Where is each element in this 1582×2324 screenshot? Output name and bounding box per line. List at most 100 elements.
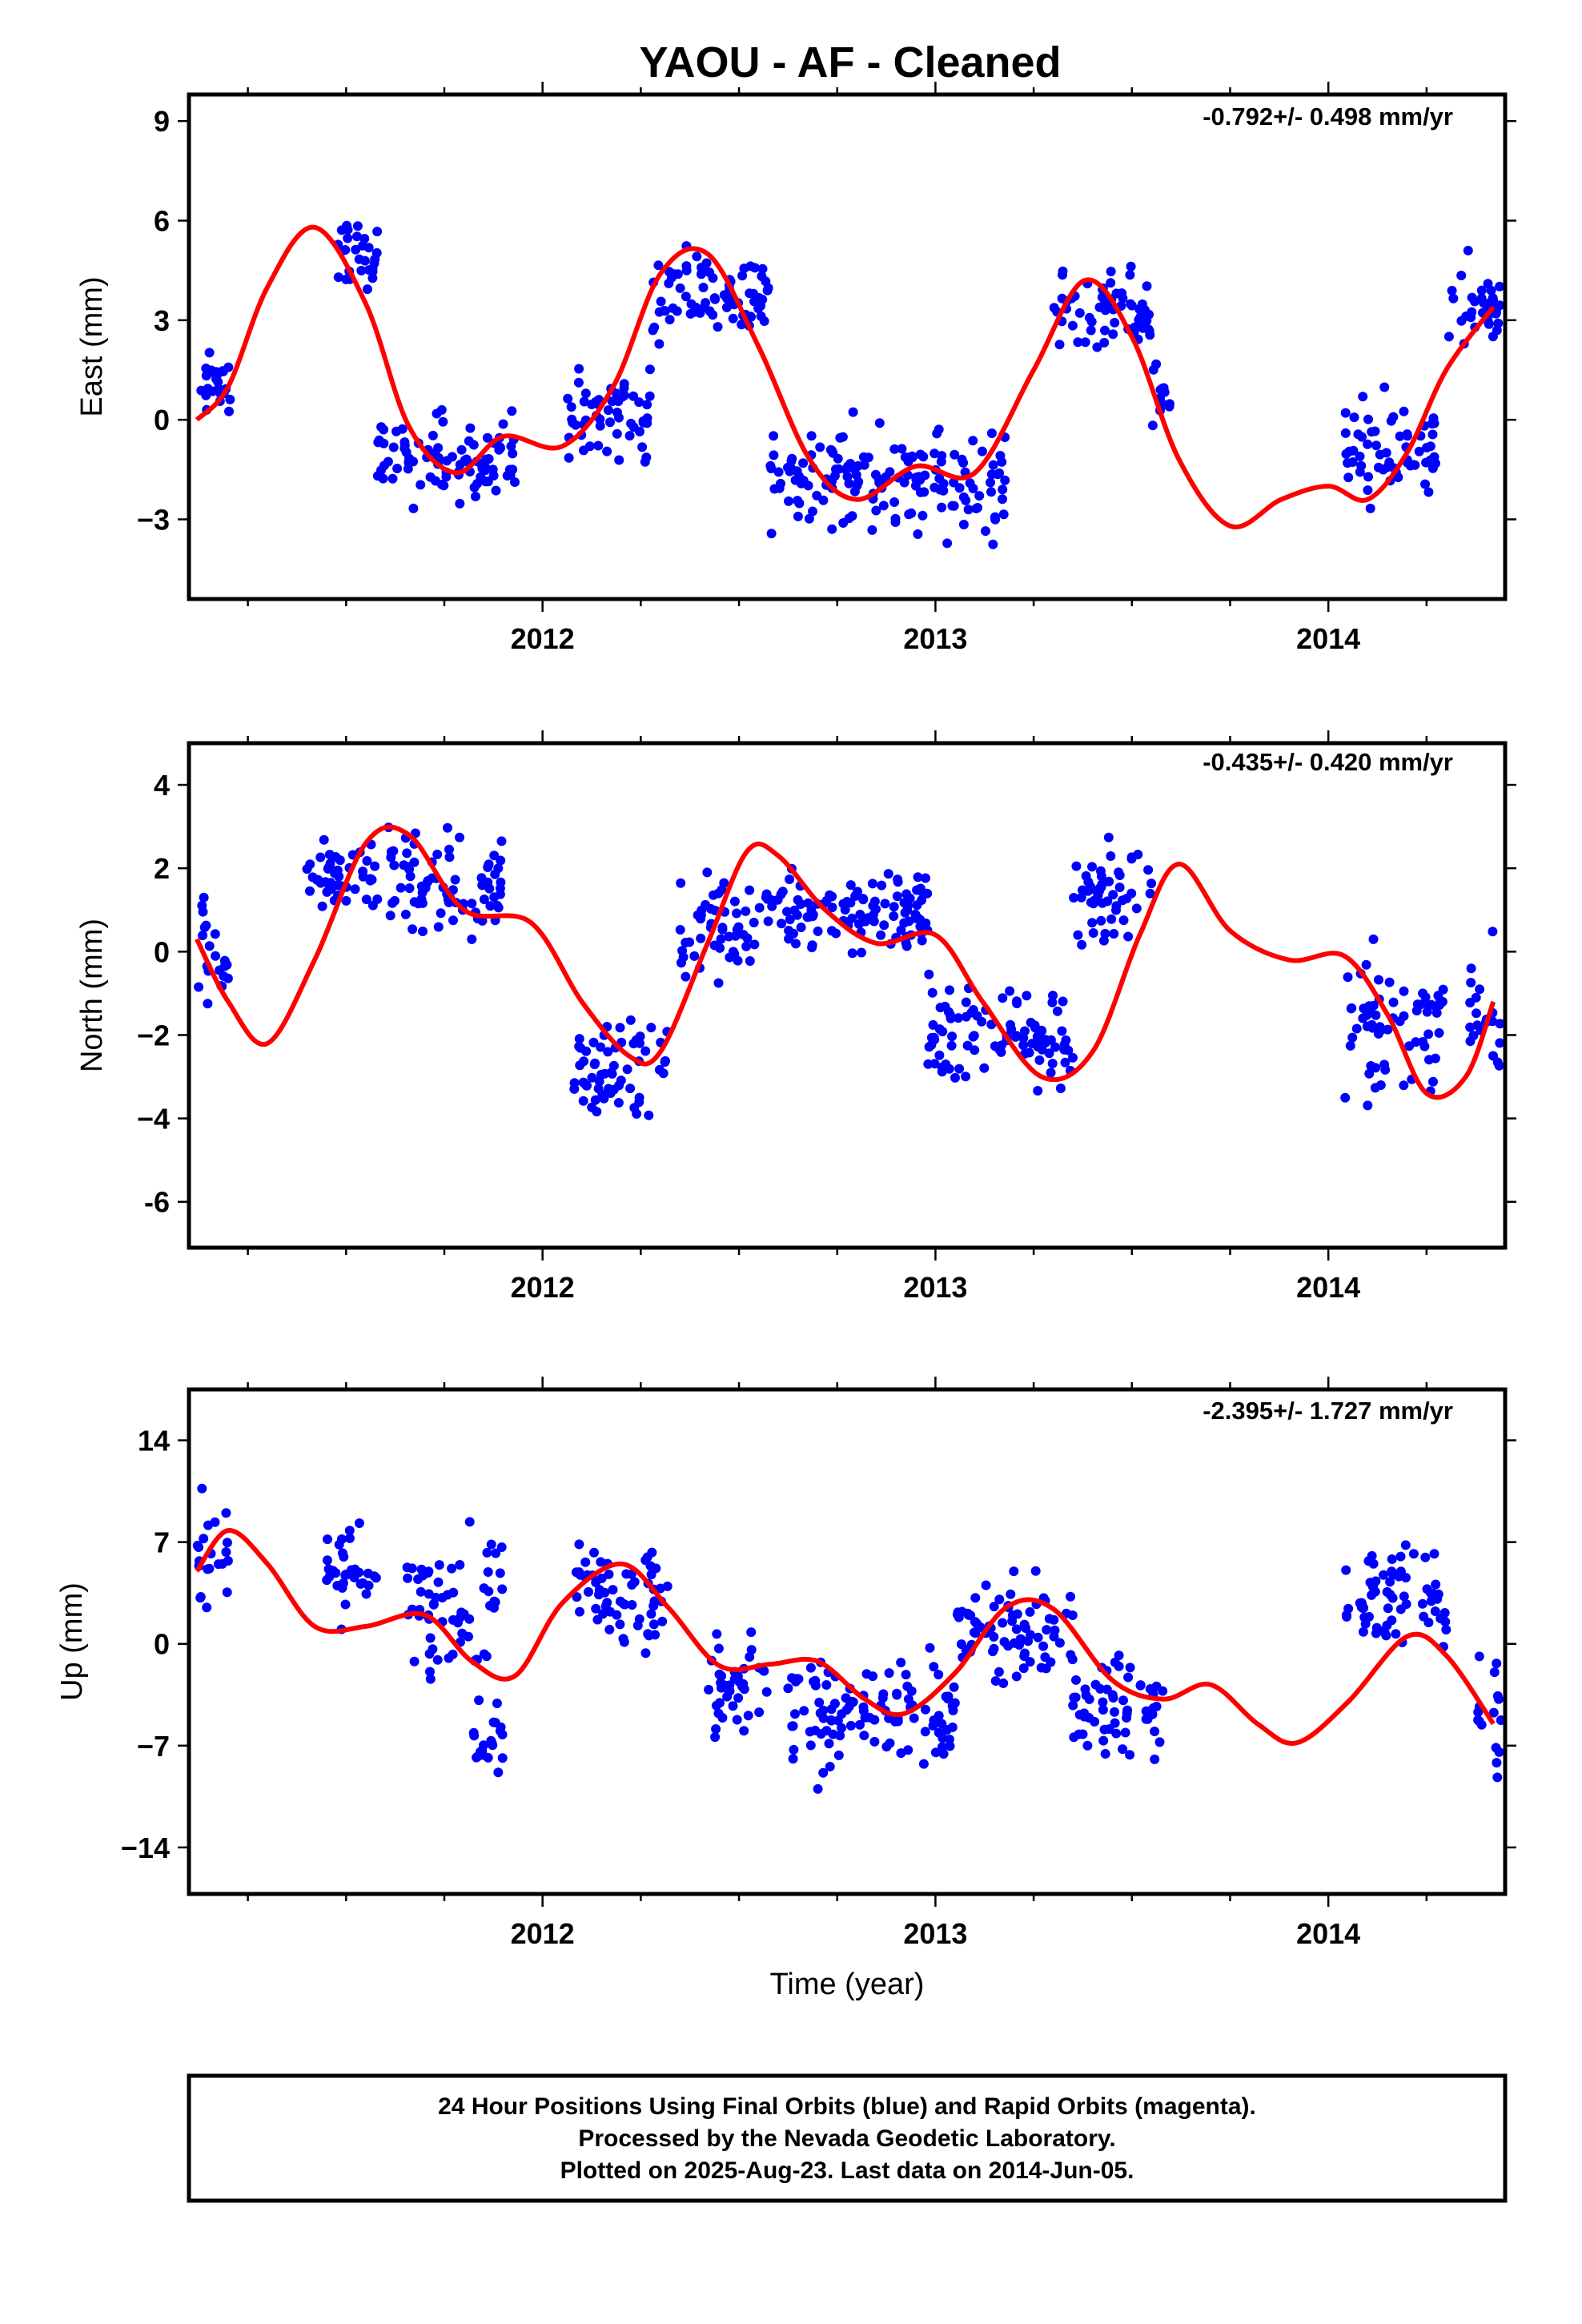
east-data-point <box>790 475 801 485</box>
up-data-point <box>1492 1758 1502 1768</box>
north-data-point <box>1047 1059 1058 1068</box>
up-data-point <box>1141 1714 1151 1724</box>
north-data-point <box>934 1024 945 1035</box>
north-data-point <box>961 1072 971 1082</box>
north-data-point <box>1434 1027 1444 1038</box>
north-data-point <box>789 905 800 915</box>
up-data-point <box>492 1699 502 1708</box>
north-data-point <box>1050 1042 1061 1052</box>
north-data-point <box>1340 1092 1351 1103</box>
up-data-point <box>447 1563 457 1574</box>
up-data-point <box>621 1569 632 1579</box>
north-data-point <box>915 921 926 931</box>
up-data-point <box>1066 1650 1076 1660</box>
east-data-point <box>1142 281 1152 292</box>
north-data-point <box>1418 1037 1428 1047</box>
north-data-point <box>863 913 873 923</box>
north-data-point <box>1466 963 1476 974</box>
east-data-point <box>363 243 374 253</box>
up-data-point <box>1114 1661 1124 1671</box>
footer-line-1: 24 Hour Positions Using Final Orbits (bl… <box>438 2093 1256 2120</box>
east-data-point <box>950 449 960 460</box>
north-data-point <box>733 922 744 932</box>
north-data-point <box>1475 984 1485 995</box>
east-data-point <box>1164 401 1174 412</box>
up-data-point <box>197 1483 207 1494</box>
north-data-point <box>1048 991 1058 1001</box>
up-data-point <box>1371 1628 1381 1638</box>
north-data-point <box>322 887 332 897</box>
north-data-point <box>319 834 329 845</box>
north-data-point <box>1068 1052 1078 1063</box>
north-data-point <box>1379 1059 1390 1070</box>
east-data-point <box>988 460 998 470</box>
up-data-point <box>896 1658 906 1667</box>
north-data-point <box>194 982 204 992</box>
east-data-point <box>1384 457 1395 468</box>
footer-box: 24 Hour Positions Using Final Orbits (bl… <box>187 2073 1508 2203</box>
north-data-point <box>416 894 427 904</box>
north-data-point <box>889 902 899 912</box>
north-data-point <box>857 947 866 958</box>
north-data-point <box>576 1043 586 1053</box>
east-data-point <box>356 265 367 275</box>
up-data-point <box>363 1580 374 1590</box>
east-data-point <box>498 419 508 429</box>
east-data-point <box>915 475 926 485</box>
north-data-point <box>1034 1055 1045 1065</box>
up-data-point <box>990 1676 1001 1686</box>
up-data-point <box>495 1568 505 1578</box>
east-data-point <box>637 442 648 452</box>
east-data-point <box>787 453 797 464</box>
north-data-point <box>1005 986 1015 996</box>
north-data-point <box>596 1042 606 1052</box>
east-data-point <box>602 446 612 456</box>
north-data-point <box>408 924 418 935</box>
east-data-point <box>367 263 378 274</box>
up-data-point <box>425 1633 436 1643</box>
east-data-point <box>1393 472 1403 482</box>
up-data-point <box>1012 1609 1022 1619</box>
up-data-point <box>608 1585 618 1595</box>
north-data-point <box>418 927 428 936</box>
north-data-point <box>332 880 343 891</box>
east-data-point <box>1049 303 1059 313</box>
north-data-point <box>946 1040 957 1051</box>
north-data-point <box>777 919 786 929</box>
north-data-points <box>194 822 1505 1120</box>
up-data-point <box>739 1726 749 1736</box>
up-data-point <box>1141 1706 1151 1716</box>
north-data-point <box>785 875 795 884</box>
north-data-point <box>622 1064 632 1075</box>
north-data-point <box>1087 918 1098 928</box>
up-xtick-label: 2013 <box>903 1917 967 1950</box>
up-data-point <box>704 1684 714 1695</box>
north-data-point <box>198 931 208 941</box>
north-data-point <box>1096 915 1106 926</box>
east-data-point <box>654 307 665 317</box>
east-data-point <box>455 498 465 509</box>
north-data-point <box>1111 901 1122 911</box>
north-data-point <box>1097 879 1107 890</box>
up-data-point <box>1385 1577 1395 1587</box>
east-data-point <box>1467 292 1477 303</box>
east-data-point <box>1125 270 1135 280</box>
east-data-point <box>1495 281 1505 292</box>
north-data-point <box>677 946 688 956</box>
east-data-point <box>333 272 343 283</box>
north-data-point <box>1131 903 1142 914</box>
east-data-point <box>766 464 777 473</box>
up-data-point <box>949 1682 959 1692</box>
up-data-point <box>1122 1705 1133 1715</box>
north-data-point <box>791 939 801 949</box>
east-data-point <box>958 520 969 529</box>
north-data-point <box>1055 1084 1066 1093</box>
up-data-point <box>824 1739 834 1749</box>
east-data-point <box>1448 293 1459 304</box>
up-data-point <box>1079 1708 1090 1719</box>
east-data-point <box>564 452 574 463</box>
north-data-point <box>917 895 927 905</box>
north-data-point <box>998 993 1008 1003</box>
up-data-point <box>884 1668 894 1679</box>
east-data-point <box>793 511 803 521</box>
